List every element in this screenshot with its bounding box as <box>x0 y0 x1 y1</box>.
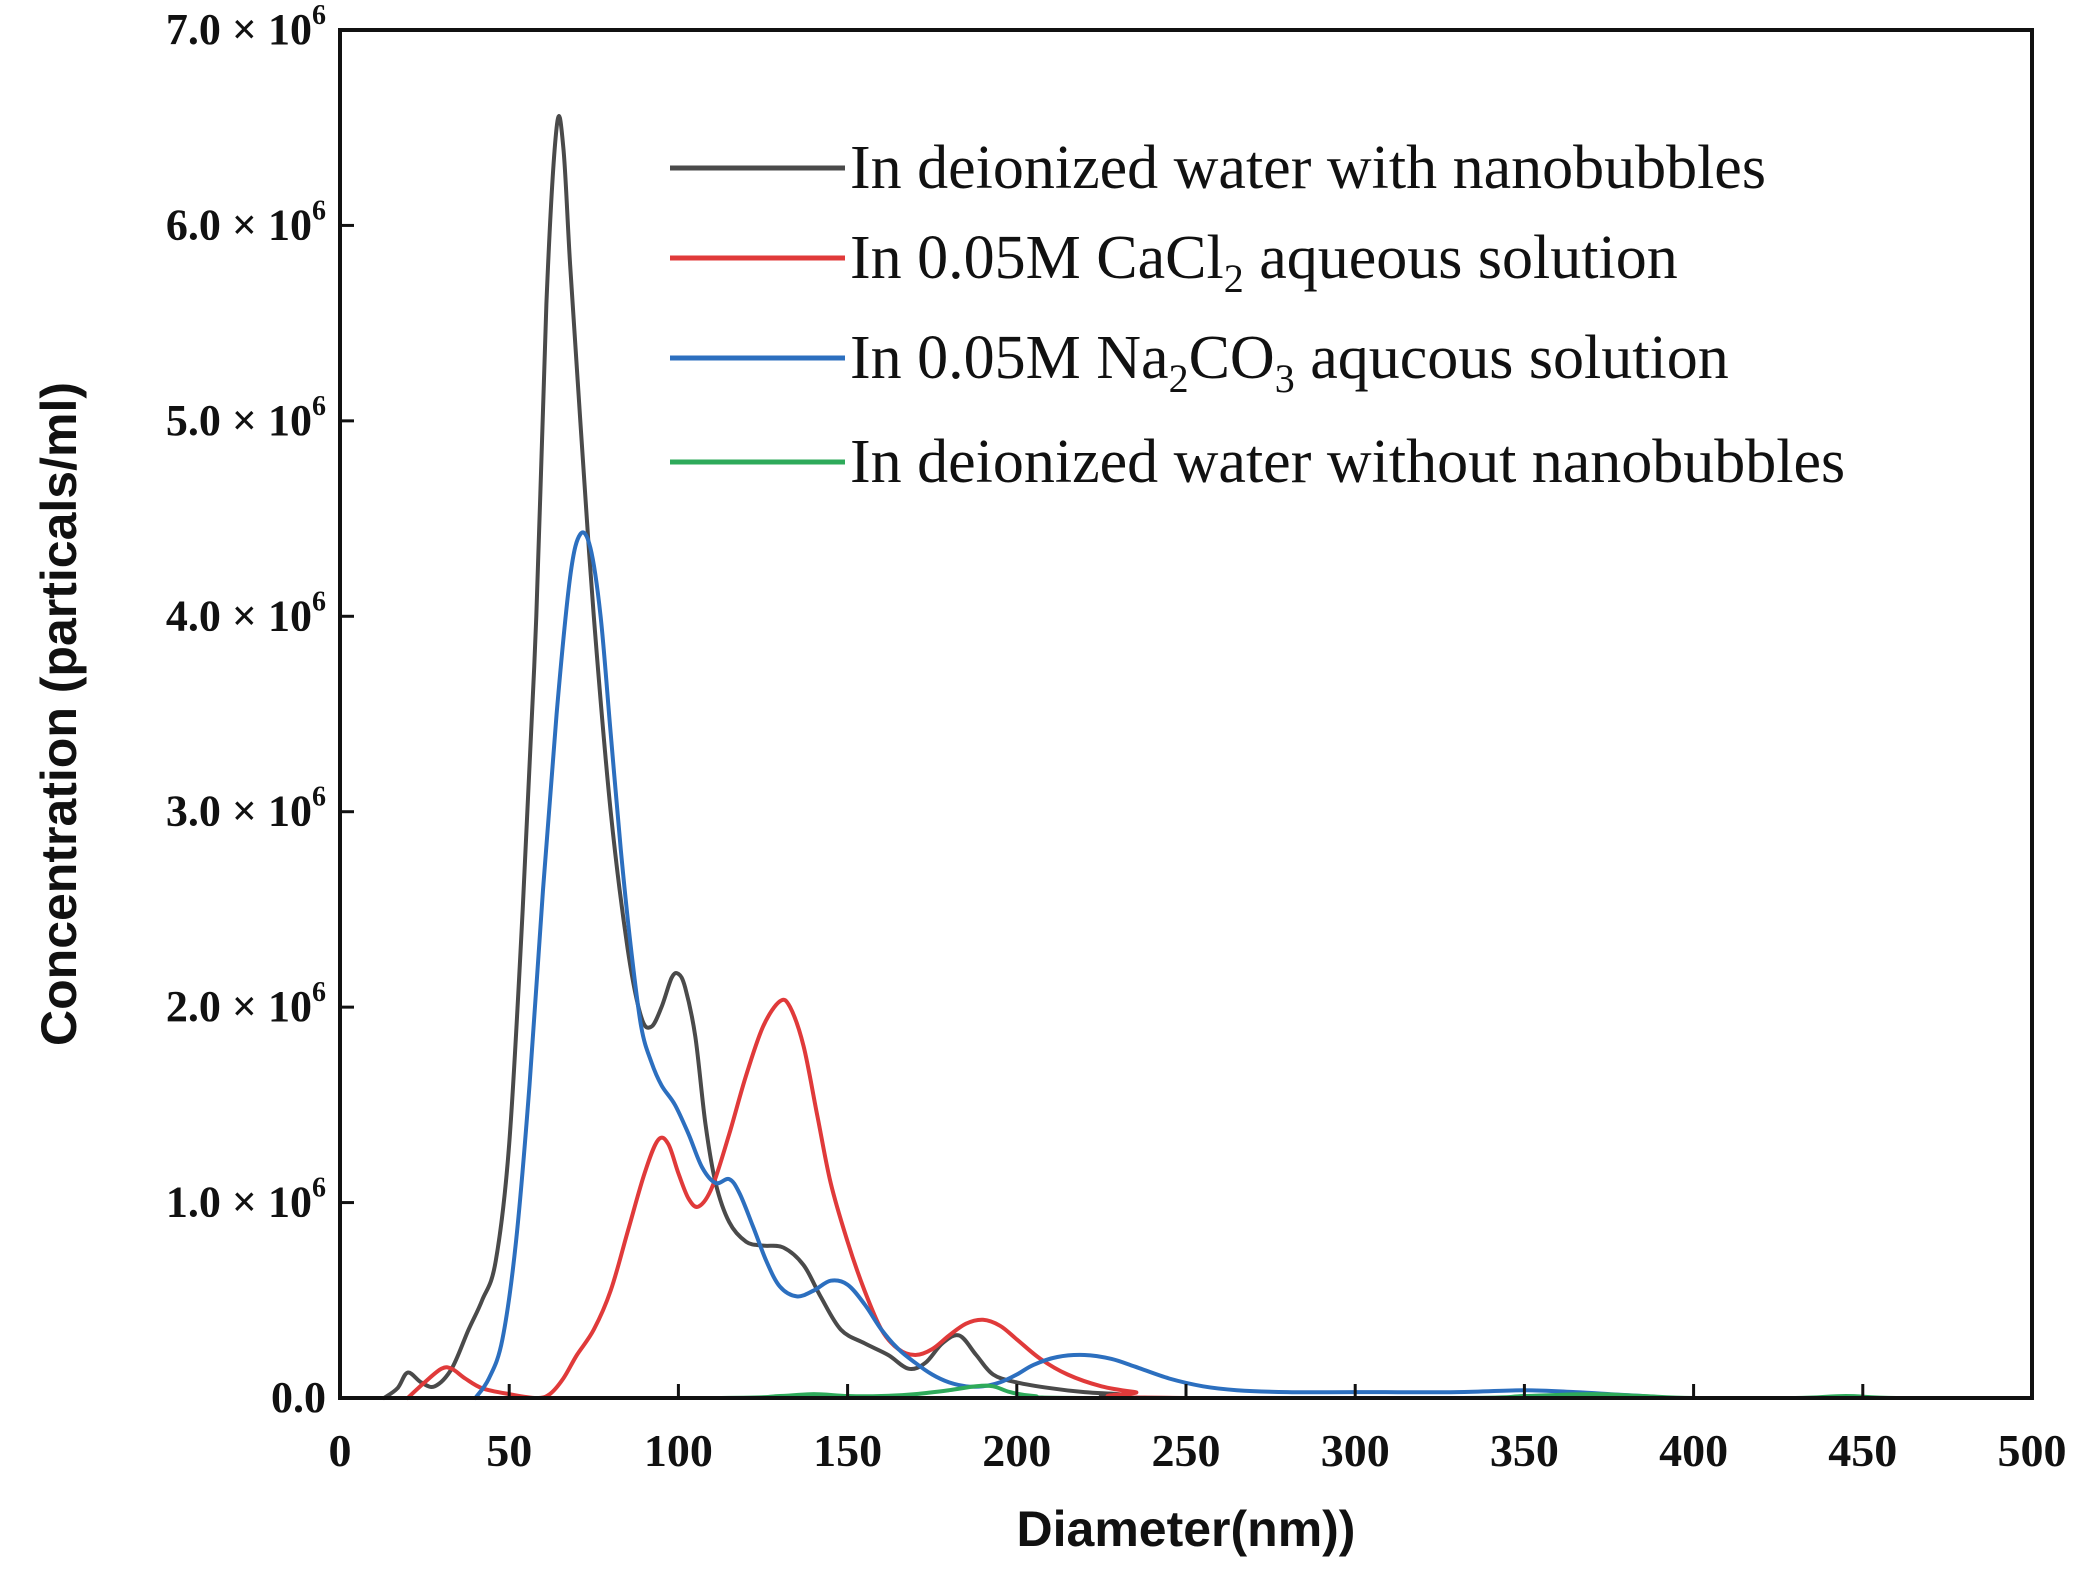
axis-ticks: 0 50 100 150 200 250 300 350 400 450 500 0.0 1.0 × 1… <box>166 0 2067 1476</box>
y-tick-label: 7.0 × 106 <box>166 0 326 54</box>
series-lines <box>338 114 2034 1401</box>
x-tick-label: 250 <box>1152 1425 1221 1476</box>
x-tick-label: 450 <box>1828 1425 1897 1476</box>
y-tick-label: 1.0 × 106 <box>166 1173 326 1227</box>
x-axis-title: Diameter(nm)) <box>1017 1501 1356 1557</box>
x-tick-label: 350 <box>1490 1425 1559 1476</box>
y-tick-label: 4.0 × 106 <box>166 586 326 640</box>
x-tick-label: 200 <box>982 1425 1051 1476</box>
x-tick-label: 150 <box>813 1425 882 1476</box>
x-tick-label: 100 <box>644 1425 713 1476</box>
legend-entry-3: In 0.05M Na2CO3 aqucous solution <box>850 324 1729 401</box>
series-line-1 <box>382 114 2034 1401</box>
y-tick-label: 3.0 × 106 <box>166 782 326 836</box>
x-tick-label: 0 <box>329 1425 352 1476</box>
x-tick-label: 50 <box>486 1425 532 1476</box>
legend-entry-2: In 0.05M CaCl2 aqueous solution <box>850 224 1678 301</box>
series-line-3 <box>473 530 2034 1401</box>
y-tick-label: 2.0 × 106 <box>166 977 326 1031</box>
series-line-2 <box>405 997 2034 1401</box>
legend: In deionized water with nanobubbles In 0.… <box>670 134 1845 496</box>
y-tick-label: 5.0 × 106 <box>166 391 326 445</box>
y-axis-title: Concentration (particals/ml) <box>31 382 87 1046</box>
y-tick-label: 6.0 × 106 <box>166 195 326 249</box>
x-tick-label: 400 <box>1659 1425 1728 1476</box>
x-tick-label: 500 <box>1998 1425 2067 1476</box>
y-tick-label: 0.0 <box>271 1373 326 1422</box>
x-tick-label: 300 <box>1321 1425 1390 1476</box>
legend-entry-1: In deionized water with nanobubbles <box>850 134 1766 202</box>
legend-entry-4: In deionized water without nanobubbles <box>850 428 1845 496</box>
